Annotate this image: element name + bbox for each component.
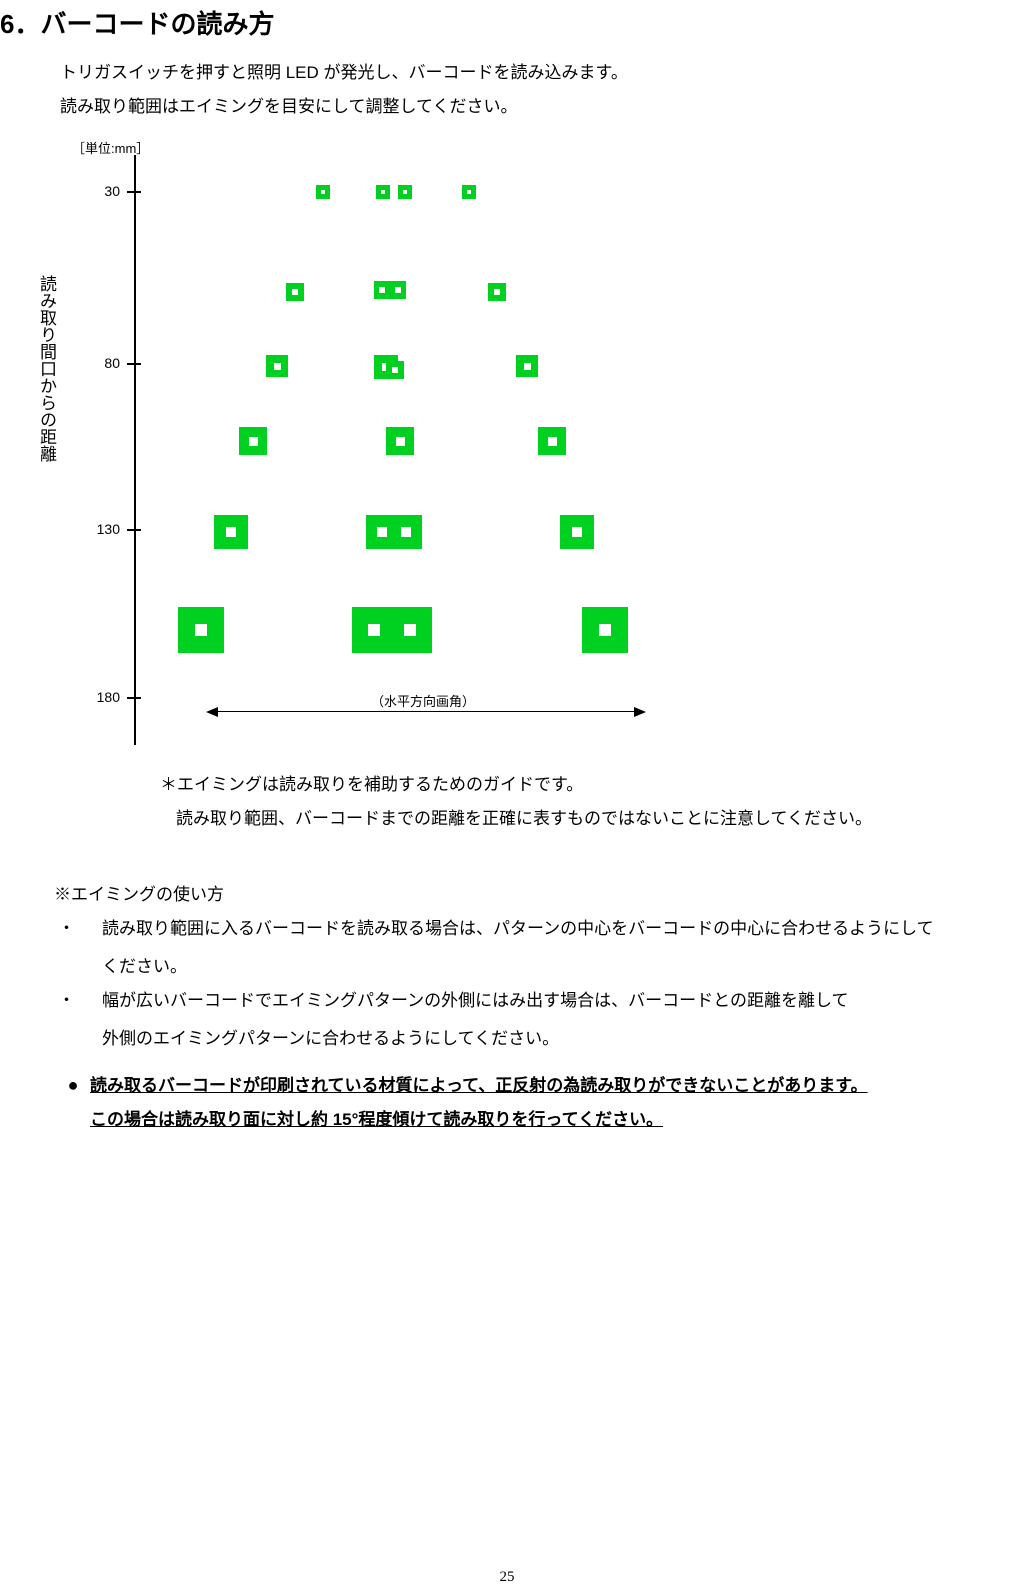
y-axis-tick-label: 180 (82, 689, 120, 705)
aiming-marker (462, 185, 476, 199)
y-axis-tick (127, 363, 141, 365)
y-axis-tick (127, 529, 141, 531)
y-axis-tick-label: 30 (82, 183, 120, 199)
aiming-marker (398, 185, 412, 199)
aiming-marker (386, 361, 404, 379)
page-number: 25 (0, 1569, 1014, 1586)
aiming-marker (352, 607, 432, 653)
usage-item-text: 読み取り範囲に入るバーコードを読み取る場合は、パターンの中心をバーコードの中心に… (102, 919, 934, 938)
aiming-marker (516, 355, 538, 377)
aiming-marker (538, 427, 566, 455)
y-axis-line (134, 155, 136, 745)
chart-footnote: ＊エイミングは読み取りを補助するためのガイドです。 読み取り範囲、バーコードまで… (160, 768, 872, 836)
aiming-marker (286, 283, 304, 301)
usage-item-text: 幅が広いバーコードでエイミングパターンの外側にはみ出す場合は、バーコードとの距離… (102, 991, 848, 1010)
y-axis-title: 読み取り間口からの距離 (34, 275, 59, 462)
warning-text-2: この場合は読み取り面に対し約 15°程度傾けて読み取りを行ってください。 (90, 1110, 663, 1129)
warning-text-1: 読み取るバーコードが印刷されている材質によって、正反射の為読み取りができないこと… (90, 1076, 868, 1095)
warning-note: ●読み取るバーコードが印刷されている材質によって、正反射の為読み取りができないこ… (56, 1068, 868, 1137)
usage-list: ・読み取り範囲に入るバーコードを読み取る場合は、パターンの中心をバーコードの中心… (80, 912, 934, 1056)
footnote-line-2: 読み取り範囲、バーコードまでの距離を正確に表すものではないことに注意してください… (160, 802, 872, 836)
y-axis-tick (127, 697, 141, 699)
aiming-marker (239, 427, 267, 455)
y-axis-tick-label: 130 (82, 521, 120, 537)
usage-item: ・読み取り範囲に入るバーコードを読み取る場合は、パターンの中心をバーコードの中心… (80, 912, 934, 946)
aiming-marker (488, 283, 506, 301)
usage-item-continuation: 外側のエイミングパターンに合わせるようにしてください。 (80, 1022, 934, 1056)
y-axis-tick-label: 80 (82, 355, 120, 371)
horizontal-extent-label: （水平方向画角） (371, 691, 475, 710)
warning-bullet-icon: ● (56, 1068, 90, 1102)
aiming-chart: 読み取り間口からの距離 30 80 130 180 （水平方向画角） (34, 155, 694, 755)
aiming-marker (386, 427, 414, 455)
usage-title: ※エイミングの使い方 (54, 880, 224, 905)
footnote-line-1: ＊エイミングは読み取りを補助するためのガイドです。 (160, 768, 872, 802)
intro-block: トリガスイッチを押すと照明 LED が発光し、バーコードを読み込みます。 読み取… (60, 56, 628, 124)
aiming-marker (560, 515, 594, 549)
aiming-marker (366, 515, 422, 549)
warning-line-1: ●読み取るバーコードが印刷されている材質によって、正反射の為読み取りができないこ… (56, 1068, 868, 1103)
aiming-marker (582, 607, 628, 653)
aiming-marker (266, 355, 288, 377)
aiming-marker (374, 281, 406, 299)
aiming-marker (178, 607, 224, 653)
section-title: 6．バーコードの読み方 (0, 4, 274, 41)
warning-line-2: この場合は読み取り面に対し約 15°程度傾けて読み取りを行ってください。 (56, 1103, 868, 1137)
intro-line-1: トリガスイッチを押すと照明 LED が発光し、バーコードを読み込みます。 (60, 56, 628, 90)
intro-line-2: 読み取り範囲はエイミングを目安にして調整してください。 (60, 90, 628, 124)
aiming-marker (316, 185, 330, 199)
aiming-marker (214, 515, 248, 549)
bullet-icon: ・ (80, 912, 102, 946)
y-axis-tick (127, 191, 141, 193)
usage-item: ・幅が広いバーコードでエイミングパターンの外側にはみ出す場合は、バーコードとの距… (80, 984, 934, 1018)
aiming-marker (376, 185, 390, 199)
bullet-icon: ・ (80, 984, 102, 1018)
page: 6．バーコードの読み方 トリガスイッチを押すと照明 LED が発光し、バーコード… (0, 0, 1014, 1592)
usage-item-continuation: ください。 (80, 950, 934, 984)
